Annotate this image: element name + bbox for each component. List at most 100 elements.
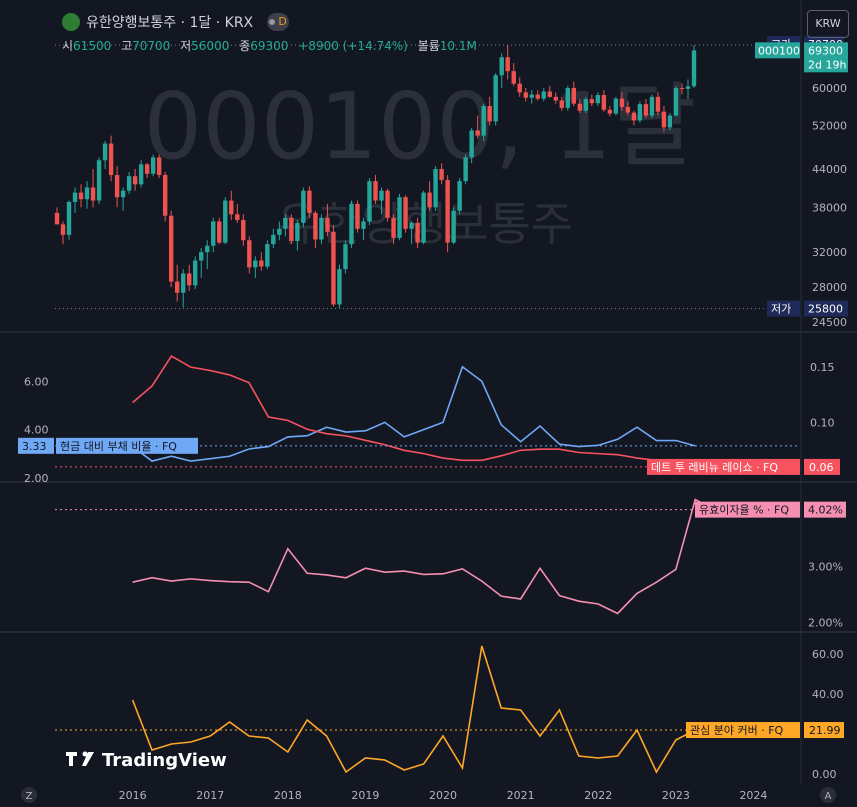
price-tick-label: 60000	[812, 82, 847, 95]
cash-debt-line	[132, 365, 696, 462]
interest-tick-label: 2.00%	[808, 616, 843, 629]
price-tick-label: 38000	[812, 201, 847, 214]
close-value: 69300	[250, 39, 289, 53]
candle-body	[102, 143, 108, 161]
candle-body	[391, 217, 396, 238]
candle-body	[150, 157, 156, 174]
year-tick-label: 2022	[584, 789, 612, 802]
candle-body	[277, 228, 282, 235]
bar-countdown: 2d 19h	[808, 58, 846, 71]
year-tick-label: 2019	[351, 789, 379, 802]
year-tick-label: 2024	[739, 789, 767, 802]
candle-body	[132, 176, 138, 185]
candle-body	[54, 212, 60, 225]
zoom-button	[21, 787, 37, 803]
candle-body	[601, 95, 607, 110]
tradingview-logo-icon-slash	[82, 752, 94, 766]
candle-body	[541, 91, 546, 99]
coverage-line	[131, 645, 696, 774]
candle-body	[565, 87, 571, 108]
candle-body	[295, 222, 300, 242]
low-label: 저가	[771, 302, 791, 315]
low-value: 25800	[808, 302, 843, 315]
candle-body	[355, 203, 360, 229]
candle-body	[625, 106, 631, 113]
candle-body	[385, 190, 390, 218]
candle-body	[583, 99, 589, 111]
candle-body	[229, 200, 234, 215]
candle-body	[373, 181, 378, 201]
interest-rate-line	[132, 498, 716, 615]
candle-body	[138, 164, 144, 185]
candle-body	[679, 87, 685, 89]
currency-button[interactable]: KRW	[807, 10, 849, 38]
candle-body	[193, 260, 198, 286]
candle-body	[451, 210, 456, 243]
interest-rate-last-value: 4.02%	[808, 504, 843, 517]
candle-body	[90, 187, 96, 201]
zoom-button-label: Z	[26, 791, 33, 802]
candle-body	[108, 143, 114, 176]
candle-body	[493, 75, 498, 122]
low-value-badge	[804, 300, 848, 317]
cash-debt-last-badge	[18, 437, 54, 454]
candle-body	[289, 217, 294, 242]
candle-body	[78, 192, 84, 200]
candle-body	[174, 281, 180, 293]
candle-body	[595, 95, 601, 104]
candle-body	[517, 83, 522, 93]
interest-tick-label: 3.00%	[808, 561, 843, 574]
cash-debt-series-badge	[56, 437, 198, 454]
candle-body	[421, 192, 426, 243]
left-tick-label: 4.00	[24, 424, 49, 437]
candle-body	[265, 244, 270, 267]
price-tick-label: 32000	[812, 246, 847, 259]
candle-body	[301, 190, 306, 223]
chart-title[interactable]: 유한양행보통주 · 1달 · KRX	[86, 15, 254, 31]
candle-body	[685, 86, 691, 89]
candle-body	[211, 221, 216, 246]
interest-rate-series-badge	[695, 501, 800, 518]
candle-body	[523, 92, 528, 98]
candle-body	[571, 87, 577, 104]
last-price-badge	[804, 42, 848, 73]
price-tick-label: 28000	[812, 281, 847, 294]
year-tick-label: 2017	[196, 789, 224, 802]
candle-body	[691, 50, 697, 87]
candle-body	[481, 106, 486, 136]
debt-leverage-last-value: 0.06	[809, 461, 834, 474]
cash-debt-series-name: 현금 대비 부채 비율 · FQ	[60, 440, 177, 453]
candle-body	[577, 103, 583, 111]
candle-body	[559, 100, 564, 108]
candle-body	[235, 214, 240, 221]
candle-body	[379, 190, 384, 201]
interest-rate-last-badge	[804, 501, 846, 518]
candle-body	[439, 169, 444, 180]
candle-body	[409, 222, 414, 229]
candle-body	[433, 169, 438, 208]
candle-body	[156, 157, 162, 176]
candle-body	[475, 130, 480, 136]
coverage-series-name: 관심 분야 커버 · FQ	[690, 724, 784, 737]
symbol-label: 000100	[758, 44, 800, 57]
coverage-tick-label: 40.00	[812, 688, 844, 701]
left-tick-label: 6.00	[24, 375, 49, 388]
candle-body	[673, 87, 679, 116]
candle-body	[547, 91, 552, 97]
symbol-badge	[755, 42, 800, 59]
candle-body	[397, 197, 402, 238]
last-price: 69300	[808, 44, 843, 57]
candle-body	[84, 187, 90, 200]
candle-body	[66, 201, 72, 235]
tradingview-logo-icon-stem	[69, 752, 73, 766]
candle-body	[361, 221, 366, 229]
candle-body	[241, 220, 246, 241]
candle-body	[120, 190, 126, 198]
ohlc-readout: 시61500 고70700 저56000 종69300 +8900 (+14.7…	[62, 39, 477, 53]
status-dot-icon	[269, 19, 276, 25]
auto-scale-button-label: A	[825, 791, 832, 802]
price-tick-label: 44000	[812, 163, 847, 176]
candle-body	[253, 260, 258, 268]
interval-badge[interactable]: D	[267, 13, 290, 31]
candle-body	[667, 115, 673, 128]
